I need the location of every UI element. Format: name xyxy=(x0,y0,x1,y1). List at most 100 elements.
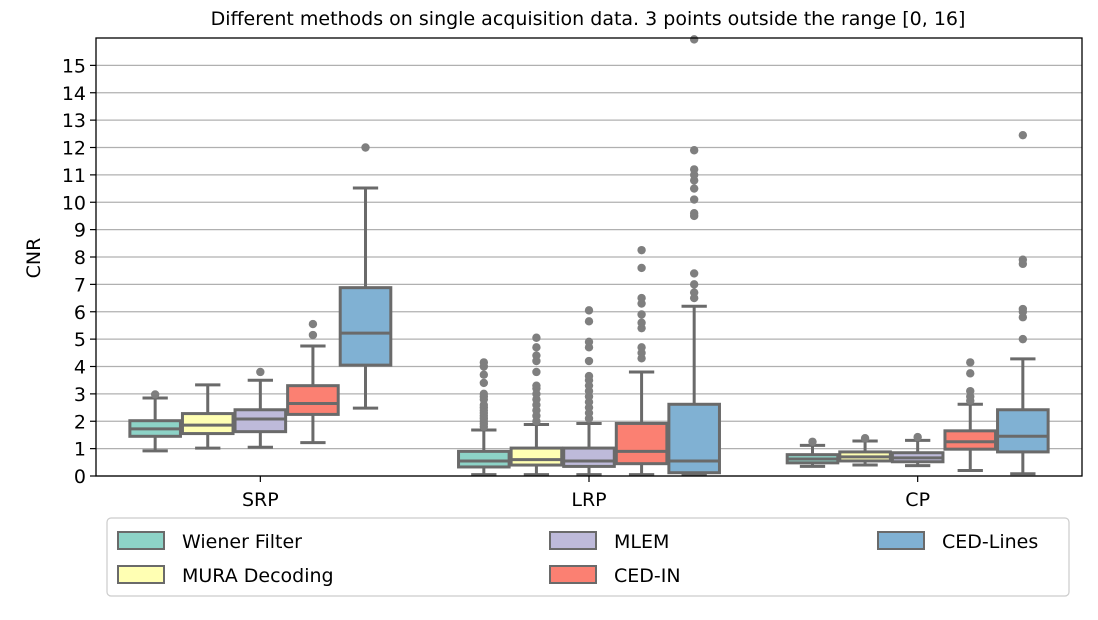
outlier-point xyxy=(584,371,594,381)
box-iqr xyxy=(457,449,511,469)
outlier-point xyxy=(966,358,975,367)
outlier-point xyxy=(966,369,975,378)
outlier-point xyxy=(150,390,160,399)
legend-item: CED-Lines xyxy=(877,531,1038,553)
outlier-point xyxy=(913,432,922,442)
outlier-point xyxy=(532,381,541,390)
box-iqr xyxy=(338,286,393,367)
outlier-point xyxy=(860,434,870,443)
box-iqr xyxy=(286,384,340,416)
outlier-point xyxy=(256,367,265,377)
box-mlem-lrp xyxy=(562,306,616,477)
y-tick-label: 9 xyxy=(74,220,86,242)
outlier-point xyxy=(479,378,489,388)
outlier-point xyxy=(1018,255,1028,264)
legend-item: MURA Decoding xyxy=(117,565,334,587)
box-mura-decoding-srp xyxy=(180,383,235,450)
y-tick-label: 8 xyxy=(74,247,86,269)
box-wiener-filter-lrp xyxy=(457,358,511,477)
box-mura-decoding-cp xyxy=(838,434,892,467)
box-mlem-srp xyxy=(233,367,288,449)
y-tick-label: 0 xyxy=(74,466,86,488)
outlier-point xyxy=(532,333,541,342)
legend-swatch xyxy=(549,565,597,584)
box-ced-lines-lrp xyxy=(667,35,721,477)
legend-label: CED-Lines xyxy=(942,531,1038,553)
outlier-point xyxy=(637,245,646,255)
outlier-point xyxy=(1018,130,1028,140)
box-wiener-filter-srp xyxy=(128,390,182,453)
outlier-point xyxy=(808,437,817,446)
box-iqr xyxy=(562,446,616,468)
legend-swatch xyxy=(877,531,925,550)
box-iqr xyxy=(996,408,1050,454)
outlier-point xyxy=(689,165,699,174)
outlier-point xyxy=(689,209,699,218)
outlier-point xyxy=(689,184,699,193)
box-iqr xyxy=(233,408,288,434)
outlier-point xyxy=(689,269,699,278)
box-mlem-cp xyxy=(890,432,945,468)
y-tick-label: 12 xyxy=(62,138,86,160)
outlier-point xyxy=(637,263,646,273)
y-tick-label: 7 xyxy=(74,274,86,296)
legend-item: MLEM xyxy=(549,531,669,553)
y-tick-label: 15 xyxy=(62,55,86,77)
y-tick-label: 14 xyxy=(62,83,86,105)
box-wiener-filter-cp xyxy=(785,437,840,468)
y-tick-label: 10 xyxy=(62,192,86,214)
box-ced-in-lrp xyxy=(614,245,669,477)
outlier-point xyxy=(479,370,489,379)
outlier-point xyxy=(361,143,370,152)
outlier-point xyxy=(637,318,646,327)
y-tick-label: 13 xyxy=(62,110,86,132)
legend-frame xyxy=(106,517,1070,597)
chart-title: Different methods on single acquisition … xyxy=(211,8,966,30)
outlier-point xyxy=(479,358,489,367)
y-tick-label: 4 xyxy=(74,357,86,379)
box-iqr xyxy=(943,429,998,451)
x-axis: SRP LRP CP xyxy=(242,476,930,511)
outlier-point xyxy=(689,195,699,204)
outlier-point xyxy=(689,288,699,297)
y-tick-label: 2 xyxy=(74,411,86,433)
outlier-point xyxy=(637,293,646,303)
legend-item: Wiener Filter xyxy=(117,531,302,553)
box-ced-lines-srp xyxy=(338,143,393,410)
y-tick-label: 3 xyxy=(74,384,86,406)
box-ced-in-srp xyxy=(286,319,340,445)
x-tick-label: CP xyxy=(905,489,930,511)
x-tick-label: LRP xyxy=(571,489,606,511)
outlier-point xyxy=(584,337,594,347)
box-mura-decoding-lrp xyxy=(509,333,564,477)
y-tick-label: 6 xyxy=(74,302,86,324)
legend-item: CED-IN xyxy=(549,565,681,587)
box-ced-in-cp xyxy=(943,358,998,473)
legend-label: CED-IN xyxy=(614,565,681,587)
outlier-point xyxy=(1018,304,1028,314)
legend-label: MURA Decoding xyxy=(182,565,334,587)
x-tick-label: SRP xyxy=(242,489,279,511)
outlier-point xyxy=(584,306,594,315)
y-tick-label: 5 xyxy=(74,329,86,351)
outlier-point xyxy=(584,356,594,366)
y-tick-label: 1 xyxy=(74,439,86,461)
y-tick-label: 11 xyxy=(62,165,86,187)
outlier-point xyxy=(966,386,975,396)
box-ced-lines-cp xyxy=(996,130,1050,476)
outlier-point xyxy=(1018,334,1028,344)
outlier-point xyxy=(689,280,699,289)
box-iqr xyxy=(614,421,669,466)
box-iqr xyxy=(180,412,235,436)
legend-swatch xyxy=(117,531,165,550)
y-axis-label: CNR xyxy=(23,238,45,279)
legend-label: Wiener Filter xyxy=(182,531,302,553)
outlier-point xyxy=(532,351,541,360)
outlier-point xyxy=(689,35,699,44)
outlier-point xyxy=(532,367,541,377)
box-iqr xyxy=(667,402,721,475)
outlier-point xyxy=(689,146,699,155)
outlier-point xyxy=(637,310,646,319)
